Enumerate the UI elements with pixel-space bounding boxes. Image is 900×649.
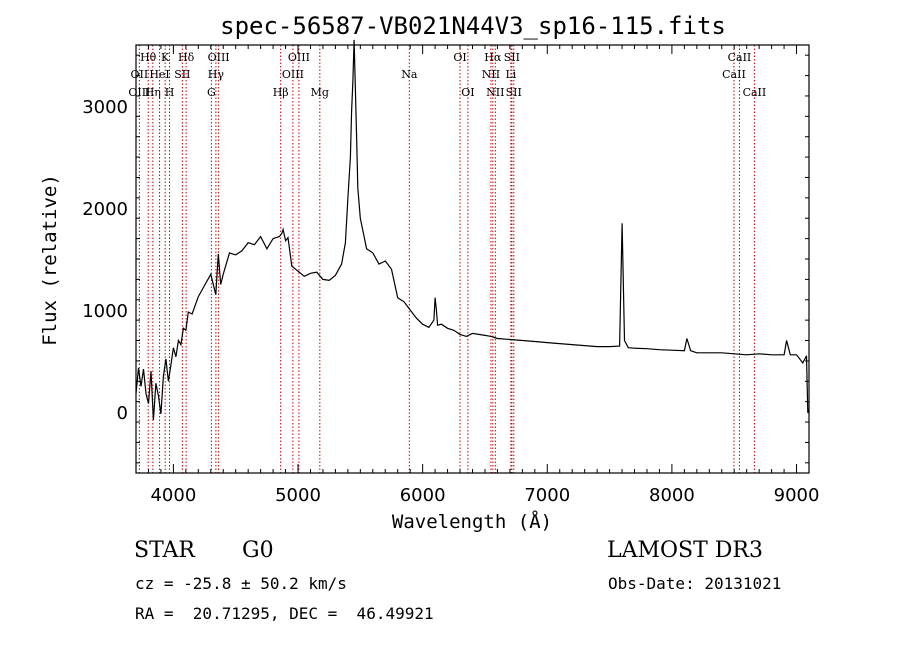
spectrum-series-line [135,39,810,421]
line-label: CaII [722,68,746,81]
obs-date-text: Obs-Date: 20131021 [608,574,782,593]
line-label: OIII [282,68,304,81]
y-tick-label: 1000 [82,301,128,322]
plot-frame [135,44,810,474]
line-label: Hδ [178,51,195,64]
line-label: SII [174,68,190,81]
line-label: CaII [728,51,752,64]
line-label: HeI [149,68,169,81]
line-label: SII [504,51,520,64]
x-tick-label: 4000 [150,485,196,506]
line-label: OI [453,51,466,64]
x-tick-label: 7000 [524,485,570,506]
line-label: OI [461,86,474,99]
line-label: NII [482,68,500,81]
object-class: STAR [134,538,195,563]
y-tick-label: 2000 [82,199,128,220]
line-label: Li [505,68,516,81]
line-label: OIII [128,86,150,99]
line-label: G [207,86,216,99]
line-label: Hβ [273,86,289,99]
line-label: OIII [288,51,310,64]
x-tick-label: 6000 [400,485,446,506]
line-label: Mg [311,86,329,99]
survey-name: LAMOST DR3 [607,538,763,563]
redshift-text: cz = -25.8 ± 50.2 km/s [135,574,347,593]
line-label: Hα [484,51,502,64]
object-subclass: G0 [242,538,274,563]
line-label: K [161,51,170,64]
y-tick-label: 3000 [82,97,128,118]
line-label: Hη [145,86,161,99]
x-axis-label: Wavelength (Å) [392,510,552,533]
y-tick-label: 0 [117,403,128,424]
line-label: H [165,86,175,99]
x-tick-label: 8000 [649,485,695,506]
coordinates-text: RA = 20.71295, DEC = 46.49921 [135,604,434,623]
line-label: CaII [743,86,767,99]
line-label: Hγ [208,68,225,81]
line-label: SII [506,86,522,99]
x-axis: 4000 5000 6000 7000 8000 9000 [135,45,820,506]
line-label: Na [401,68,418,81]
x-tick-label: 5000 [275,485,321,506]
y-axis-label: Flux (relative) [39,174,61,346]
emission-line-labels: Hθ Hη OII OIII HeI K H SII Hδ G OIII Hγ Hβ OIII OIII Mg… [128,51,766,99]
line-label: Hθ [140,51,157,64]
chart-title: spec-56587-VB021N44V3_sp16-115.fits [220,12,726,40]
emission-line-markers [138,45,755,473]
line-label: OIII [208,51,230,64]
x-tick-label: 9000 [774,485,820,506]
line-label: OII [131,68,149,81]
y-axis: 0 1000 2000 3000 [82,54,809,464]
line-label: NII [486,86,504,99]
